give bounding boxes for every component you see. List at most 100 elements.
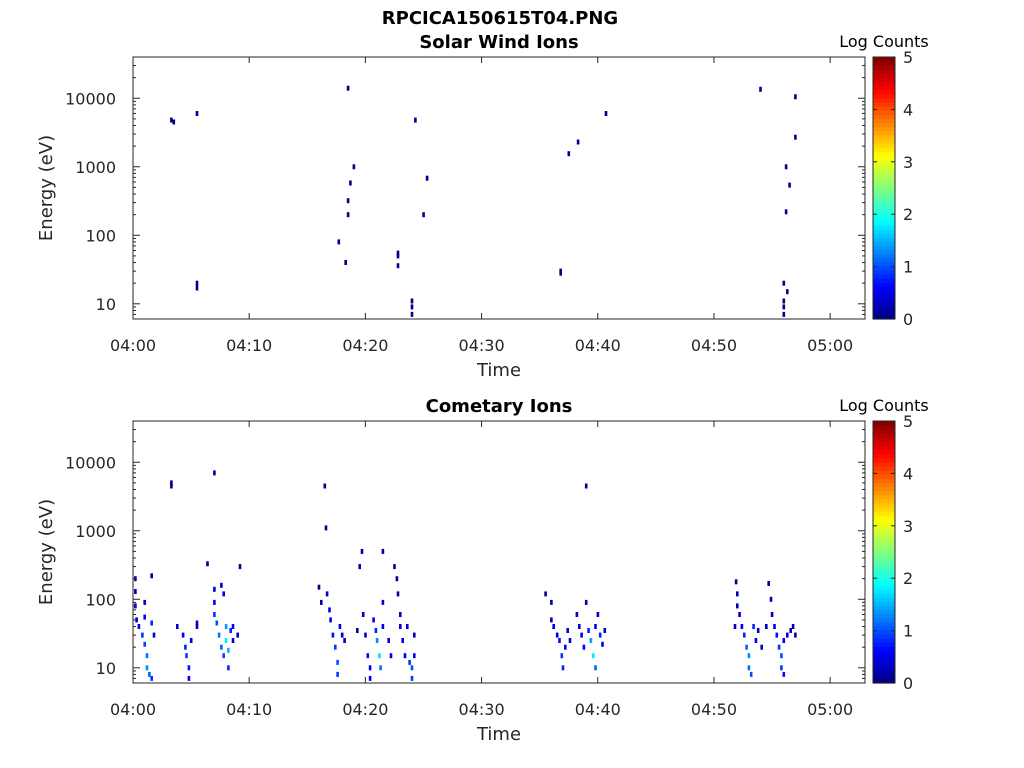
colorbar-step [873, 637, 895, 643]
data-cell [584, 483, 588, 489]
data-cell [220, 582, 223, 588]
colorbar-tick-label: 4 [903, 100, 913, 119]
colorbar-step [873, 662, 895, 668]
colorbar-step [873, 617, 895, 623]
colorbar-step [873, 241, 895, 246]
data-cell [329, 617, 332, 623]
data-cell [791, 624, 795, 629]
colorbar-step [873, 580, 895, 586]
x-tick-label: 04:10 [226, 700, 272, 719]
colorbar-step [873, 93, 895, 99]
x-tick-label: 04:40 [575, 700, 621, 719]
colorbar-step [873, 138, 895, 144]
data-cell [170, 480, 173, 486]
colorbar-step [873, 253, 895, 259]
data-cell [374, 628, 378, 633]
colorbar-step [873, 519, 895, 524]
data-cell [323, 483, 327, 489]
y-axis: 10 100 1000 10000 [65, 56, 865, 320]
colorbar-tick-label: 3 [903, 517, 913, 536]
data-cell [395, 576, 399, 582]
colorbar-step [873, 506, 895, 512]
data-cell [794, 94, 797, 100]
colorbar-step [873, 425, 895, 430]
data-cell [331, 632, 335, 638]
data-cell [352, 164, 356, 170]
data-cell [558, 638, 561, 643]
colorbar-step [873, 192, 895, 197]
data-cell [767, 581, 770, 586]
colorbar-step [873, 286, 895, 291]
colorbar-step [873, 613, 895, 619]
data-cell [396, 250, 400, 256]
data-cell [425, 175, 429, 181]
panels-group: Solar Wind Ions 04:00 04:10 04:20 04:30 04:40… [36, 32, 929, 745]
colorbar-step [873, 245, 895, 250]
colorbar-step [873, 298, 895, 304]
data-cell [594, 665, 597, 671]
data-cell [213, 470, 216, 476]
colorbar-step [873, 482, 895, 488]
x-tick-label: 04:20 [342, 336, 388, 355]
colorbar-step [873, 560, 895, 565]
colorbar-step [873, 666, 895, 672]
data-cell [227, 647, 230, 653]
data-cell [578, 624, 581, 629]
y-axis-label: Energy (eV) [36, 135, 57, 241]
colorbar-tick-label: 4 [903, 464, 913, 483]
panel-solar-wind-ions: Solar Wind Ions 04:00 04:10 04:20 04:30 04:40… [36, 32, 929, 381]
colorbar-step [873, 605, 895, 610]
data-cell [206, 561, 209, 567]
colorbar-tick-label: 2 [903, 569, 913, 588]
colorbar-step [873, 429, 895, 434]
data-cell [187, 665, 191, 671]
colorbar-step [873, 674, 895, 680]
colorbar-step [873, 118, 895, 124]
colorbar-step [873, 179, 895, 185]
data-cell [336, 659, 339, 665]
data-cell [584, 599, 588, 605]
colorbar-tick-label: 5 [903, 412, 913, 431]
colorbar-step [873, 658, 895, 664]
data-cell [575, 612, 579, 617]
x-tick-label: 04:50 [691, 336, 737, 355]
data-cell [410, 665, 414, 671]
x-tick-label: 04:00 [110, 700, 156, 719]
data-cell [408, 659, 411, 665]
x-axis-label: Time [476, 360, 521, 381]
data-cell [150, 620, 153, 626]
colorbar-step [873, 490, 895, 496]
panel-title: Solar Wind Ions [419, 32, 578, 53]
data-cell [170, 483, 173, 489]
x-tick-label: 04:50 [691, 700, 737, 719]
x-axis-label: Time [476, 724, 521, 745]
colorbar-step [873, 576, 895, 582]
colorbar-step [873, 188, 895, 193]
colorbar-step [873, 470, 895, 475]
data-cell [752, 624, 755, 629]
colorbar-step [873, 556, 895, 561]
data-cell [782, 304, 786, 310]
colorbar-step [873, 233, 895, 238]
data-cell [143, 641, 146, 647]
x-axis: 04:00 04:10 04:20 04:30 04:40 04:50 05:00 [110, 57, 853, 355]
colorbar-step [873, 249, 895, 255]
colorbar-step [873, 257, 895, 263]
data-cell [389, 653, 393, 659]
x-tick-label: 04:30 [459, 700, 505, 719]
data-cell [576, 139, 580, 145]
data-cell [143, 599, 146, 605]
y-tick-label: 10000 [65, 89, 116, 108]
heatmap-cells [134, 470, 797, 681]
data-cell [410, 298, 414, 304]
data-cell [378, 653, 381, 659]
data-cell [756, 628, 760, 633]
data-cell [780, 665, 783, 671]
data-cell [227, 665, 230, 671]
data-cell [379, 665, 382, 671]
data-cell [788, 182, 791, 188]
colorbar-step [873, 306, 895, 312]
colorbar-step [873, 568, 895, 574]
colorbar-step [873, 441, 895, 447]
